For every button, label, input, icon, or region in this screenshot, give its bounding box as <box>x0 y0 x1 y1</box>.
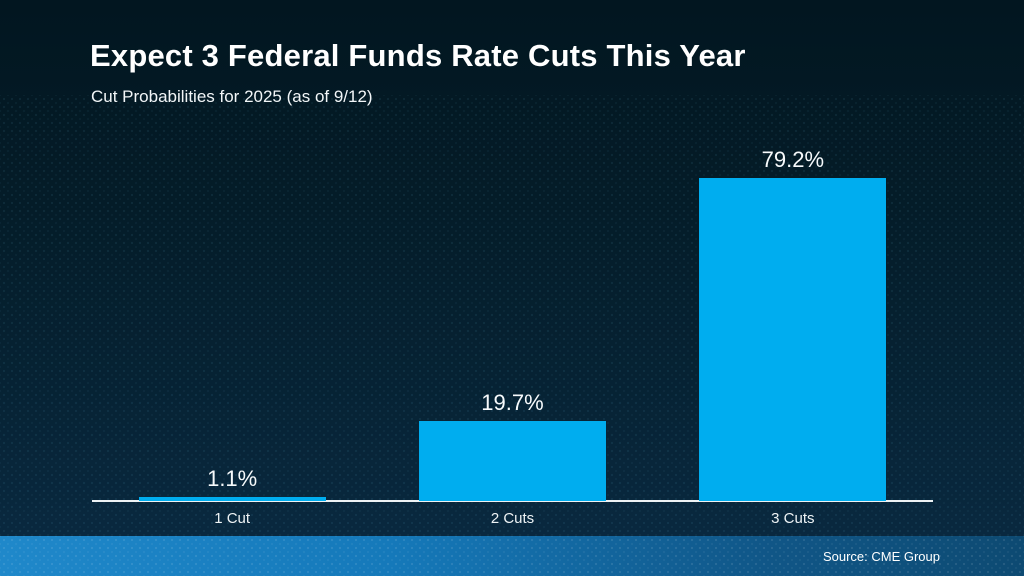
bar <box>699 178 887 501</box>
bar-value-label: 1.1% <box>207 466 258 491</box>
chart-subtitle: Cut Probabilities for 2025 (as of 9/12) <box>91 87 373 106</box>
bar-value-label: 19.7% <box>481 390 544 415</box>
bar <box>419 421 606 501</box>
source-note: Source: CME Group <box>822 548 940 564</box>
footer-band: Source: CME Group <box>0 536 1024 576</box>
chart-title: Expect 3 Federal Funds Rate Cuts This Ye… <box>90 38 746 73</box>
x-axis-tick-label: 1 Cut <box>214 510 251 527</box>
bar-value-label: 79.2% <box>761 147 825 172</box>
bar <box>138 497 326 501</box>
x-axis-line <box>92 500 933 502</box>
x-axis-tick-label: 2 Cuts <box>490 510 535 527</box>
x-axis-tick-label: 3 Cuts <box>771 510 815 527</box>
